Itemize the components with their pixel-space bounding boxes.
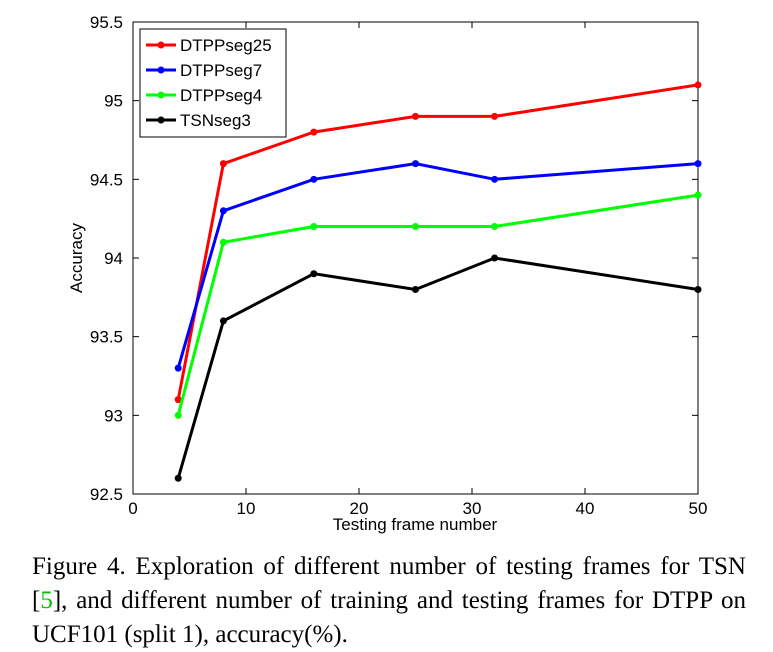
legend-marker: [157, 91, 165, 99]
data-point: [174, 364, 182, 372]
x-tick-label: 40: [576, 499, 595, 518]
legend-entry: TSNseg3: [146, 111, 251, 130]
data-point: [310, 128, 318, 136]
legend-entry: DTPPseg4: [146, 86, 262, 105]
x-tick-label: 10: [237, 499, 256, 518]
y-tick-label: 94.5: [90, 170, 123, 189]
data-point: [219, 160, 227, 168]
legend-label: DTPPseg4: [180, 86, 262, 105]
legend-entry: DTPPseg25: [146, 36, 272, 55]
y-tick-label: 92.5: [90, 485, 123, 504]
legend-label: DTPPseg7: [180, 61, 262, 80]
legend: DTPPseg25 DTPPseg7 DTPPseg4 TSNseg3: [139, 28, 287, 138]
y-axis-label: Accuracy: [67, 223, 86, 293]
caption-text-part2: ], and different number of training and …: [32, 587, 746, 648]
caption-reference-link[interactable]: 5: [40, 587, 53, 614]
data-point: [219, 207, 227, 215]
data-point: [412, 112, 419, 120]
series-tsnseg3: [174, 254, 702, 482]
series-line: [176, 256, 699, 479]
figure-caption: Figure 4. Exploration of different numbe…: [32, 550, 746, 652]
series-lines: [174, 81, 702, 482]
data-point: [412, 223, 419, 231]
data-point: [310, 270, 318, 278]
data-point: [491, 223, 499, 231]
data-point: [491, 175, 499, 183]
data-point: [219, 238, 227, 246]
series-dtppseg4: [174, 191, 702, 419]
data-point: [174, 411, 182, 419]
data-point: [491, 254, 499, 262]
legend-marker: [157, 66, 165, 74]
data-point: [694, 191, 702, 199]
legend-marker: [157, 116, 165, 124]
data-point: [412, 285, 419, 293]
x-tick-label: 20: [350, 499, 369, 518]
series-line: [176, 83, 699, 400]
x-axis-label: Testing frame number: [333, 515, 498, 534]
axis-ticks: 0 10 20 30 40 50 92.5 93 93.5 94 94.5 95 95.5: [90, 13, 708, 518]
series-dtppseg25: [174, 81, 702, 404]
y-tick-label: 95: [104, 92, 123, 111]
data-point: [694, 160, 702, 168]
data-point: [310, 175, 318, 183]
data-point: [412, 160, 419, 168]
legend-label: TSNseg3: [180, 111, 251, 130]
caption-text-part1: Figure 4. Exploration of different numbe…: [32, 553, 746, 614]
legend-label: DTPPseg25: [180, 36, 272, 55]
line-chart: 0 10 20 30 40 50 92.5 93 93.5 94 94.5 95 95.5 Testin…: [67, 13, 708, 534]
data-point: [694, 285, 702, 293]
y-tick-label: 93.5: [90, 328, 123, 347]
legend-entry: DTPPseg7: [146, 61, 262, 80]
data-point: [174, 474, 182, 482]
data-point: [694, 81, 702, 89]
series-line: [176, 162, 699, 369]
series-line: [176, 193, 699, 416]
data-point: [310, 223, 318, 231]
y-tick-label: 93: [104, 406, 123, 425]
y-tick-label: 94: [104, 249, 123, 268]
x-tick-label: 30: [463, 499, 482, 518]
data-point: [491, 112, 499, 120]
data-point: [219, 317, 227, 325]
x-tick-label: 50: [689, 499, 708, 518]
y-tick-label: 95.5: [90, 13, 123, 32]
legend-marker: [157, 41, 165, 49]
series-dtppseg7: [174, 160, 702, 372]
data-point: [174, 396, 182, 404]
x-tick-label: 0: [128, 499, 137, 518]
